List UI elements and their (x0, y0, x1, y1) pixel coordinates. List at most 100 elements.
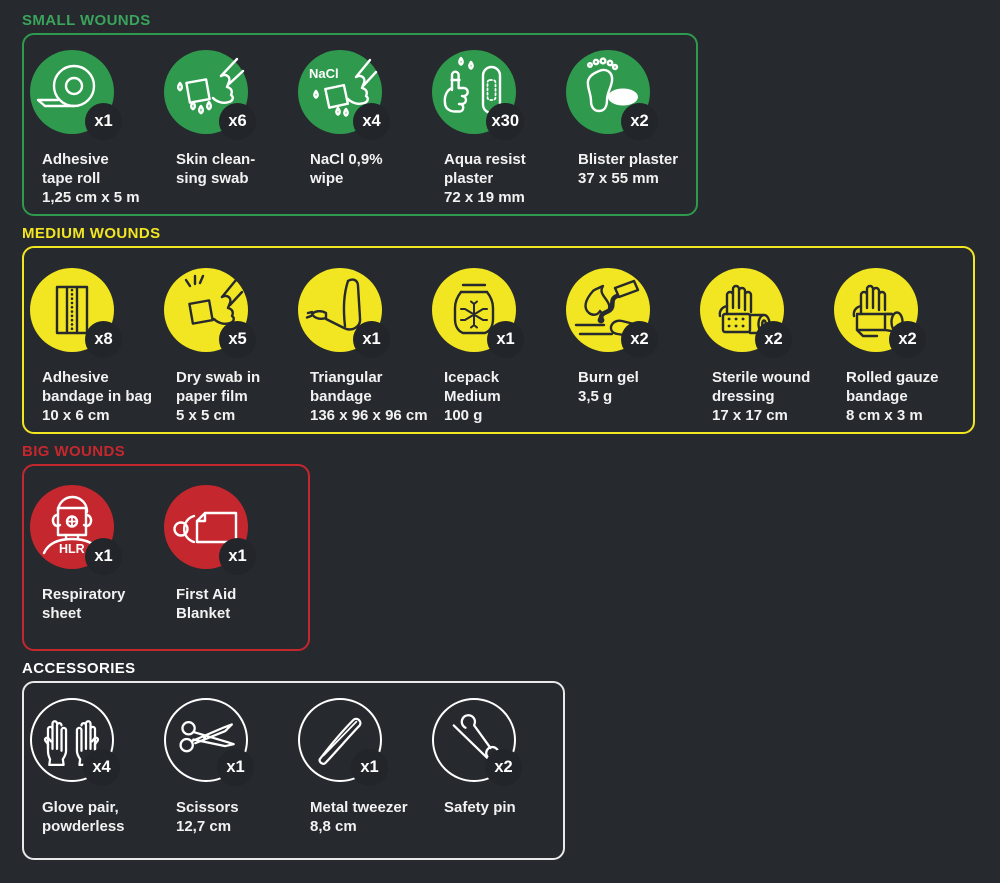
quantity-badge: x1 (85, 103, 122, 140)
quantity-badge: x8 (85, 321, 122, 358)
quantity-badge: x5 (219, 321, 256, 358)
quantity-badge: x1 (487, 321, 524, 358)
triangular-bandage-circle: x1 (298, 268, 390, 358)
quantity-badge: x1 (217, 749, 254, 786)
item-label: Blister plaster 37 x 55 mm (578, 151, 679, 187)
quantity-badge: x2 (621, 321, 658, 358)
quantity-badge: x2 (755, 321, 792, 358)
icepack-icon (453, 283, 495, 335)
item-label: Respiratory sheet (42, 586, 126, 622)
item-label: Adhesive bandage in bag 10 x 6 cm (42, 369, 153, 424)
item-label: Safety pin (444, 799, 516, 816)
skin-cleansing-swab-icon (177, 57, 245, 115)
skin-cleansing-swab-circle: x6 (164, 50, 256, 140)
adhesive-bandage-icon (55, 285, 89, 335)
sterile-wound-dressing-icon (718, 284, 771, 335)
item-burn-gel: x2 Burn gel 3,5 g (566, 268, 700, 406)
section-big-wounds: BIG WOUNDS HLR x1 Respiratory sheet (0, 443, 1000, 651)
section-title-big-wounds: BIG WOUNDS (22, 443, 126, 460)
item-label: Metal tweezer 8,8 cm (310, 799, 408, 835)
icepack-circle: x1 (432, 268, 524, 358)
quantity-badge: x2 (621, 103, 658, 140)
scissors-circle: x1 (164, 698, 254, 786)
item-label: Dry swab in paper film 5 x 5 cm (176, 369, 261, 424)
dry-swab-icon (184, 274, 244, 325)
quantity-badge: x1 (219, 538, 256, 575)
glove-pair-circle: x4 (30, 698, 120, 786)
item-label: Icepack Medium 100 g (444, 369, 501, 424)
adhesive-bandage-circle: x8 (30, 268, 122, 358)
blister-plaster-circle: x2 (566, 50, 658, 140)
item-sterile-wound-dressing: x2 Sterile wound dressing 17 x 17 cm (700, 268, 834, 425)
item-scissors: x1 Scissors 12,7 cm (164, 698, 298, 836)
item-safety-pin: x2 Safety pin (432, 698, 566, 817)
item-label: Sterile wound dressing 17 x 17 cm (712, 369, 811, 424)
metal-tweezer-circle: x1 (298, 698, 388, 786)
item-blister-plaster: x2 Blister plaster 37 x 55 mm (566, 50, 700, 188)
adhesive-tape-roll-circle: x1 (30, 50, 122, 140)
item-adhesive-bandage: x8 Adhesive bandage in bag 10 x 6 cm (30, 268, 164, 425)
dry-swab-circle: x5 (164, 268, 256, 358)
medium-wounds-box: x8 Adhesive bandage in bag 10 x 6 cm x5 … (22, 246, 975, 434)
quantity-badge: x1 (353, 321, 390, 358)
item-dry-swab: x5 Dry swab in paper film 5 x 5 cm (164, 268, 298, 425)
section-title-small-wounds: SMALL WOUNDS (22, 12, 151, 29)
aqua-resist-plaster-circle: x30 (432, 50, 524, 140)
item-aqua-resist-plaster: x30 Aqua resist plaster 72 x 19 mm (432, 50, 566, 207)
section-accessories: ACCESSORIES x4 Glove pa (0, 660, 1000, 860)
item-rolled-gauze-bandage: x2 Rolled gauze bandage 8 cm x 3 m (834, 268, 968, 425)
safety-pin-circle: x2 (432, 698, 522, 786)
item-triangular-bandage: x1 Triangular bandage 136 x 96 x 96 cm (298, 268, 432, 425)
section-medium-wounds: MEDIUM WOUNDS x8 Adhesive bandage in bag… (0, 225, 1000, 434)
item-respiratory-sheet: HLR x1 Respiratory sheet (30, 485, 164, 623)
triangular-bandage-icon (305, 278, 362, 331)
sterile-wound-dressing-circle: x2 (700, 268, 792, 358)
item-metal-tweezer: x1 Metal tweezer 8,8 cm (298, 698, 432, 836)
section-title-accessories: ACCESSORIES (22, 660, 136, 677)
item-label: Adhesive tape roll 1,25 cm x 5 m (42, 151, 140, 206)
section-small-wounds: SMALL WOUNDS x1 Adhesive tape roll 1,25 … (0, 12, 1000, 216)
quantity-badge: x30 (486, 103, 524, 140)
item-first-aid-blanket: x1 First Aid Blanket (164, 485, 298, 623)
item-adhesive-tape-roll: x1 Adhesive tape roll 1,25 cm x 5 m (30, 50, 164, 207)
quantity-badge: x1 (351, 749, 388, 786)
nacl-wipe-icon: NaCl (309, 58, 378, 117)
respiratory-sheet-circle: HLR x1 (30, 485, 122, 575)
quantity-badge: x1 (85, 538, 122, 575)
first-aid-blanket-circle: x1 (164, 485, 256, 575)
item-label: Aqua resist plaster 72 x 19 mm (444, 151, 526, 206)
section-title-medium-wounds: MEDIUM WOUNDS (22, 225, 161, 242)
item-glove-pair: x4 Glove pair, powderless (30, 698, 164, 836)
quantity-badge: x6 (219, 103, 256, 140)
safety-pin-icon (452, 714, 500, 761)
scissors-icon (179, 720, 235, 753)
big-wounds-box: HLR x1 Respiratory sheet x1 First Aid Bl… (22, 464, 310, 651)
quantity-badge: x2 (485, 749, 522, 786)
burn-gel-circle: x2 (566, 268, 658, 358)
blister-plaster-icon (586, 57, 638, 113)
metal-tweezer-icon (318, 717, 362, 765)
item-label: NaCl 0,9% wipe (310, 151, 383, 187)
quantity-badge: x4 (353, 103, 390, 140)
item-label: Rolled gauze bandage 8 cm x 3 m (846, 369, 939, 424)
hlr-label: HLR (59, 542, 85, 556)
quantity-badge: x4 (83, 749, 120, 786)
item-label: Triangular bandage 136 x 96 x 96 cm (310, 369, 428, 424)
item-label: Skin clean- sing swab (176, 151, 256, 187)
item-label: Glove pair, powderless (42, 799, 125, 835)
respiratory-sheet-icon: HLR (42, 495, 102, 556)
first-aid-blanket-icon (173, 511, 238, 544)
item-label: Burn gel 3,5 g (578, 369, 639, 405)
rolled-gauze-bandage-circle: x2 (834, 268, 926, 358)
nacl-wipe-circle: NaCl x4 (298, 50, 390, 140)
item-label: Scissors 12,7 cm (176, 799, 239, 835)
nacl-label: NaCl (309, 66, 339, 81)
adhesive-tape-roll-icon (36, 64, 96, 108)
item-nacl-wipe: NaCl x4 NaCl 0,9% wipe (298, 50, 432, 188)
item-label: First Aid Blanket (176, 586, 237, 622)
item-icepack: x1 Icepack Medium 100 g (432, 268, 566, 425)
item-skin-cleansing-swab: x6 Skin clean- sing swab (164, 50, 298, 188)
quantity-badge: x2 (889, 321, 926, 358)
accessories-box: x4 Glove pair, powderless x1 Scissors 12… (22, 681, 565, 860)
small-wounds-box: x1 Adhesive tape roll 1,25 cm x 5 m x6 S… (22, 33, 698, 216)
